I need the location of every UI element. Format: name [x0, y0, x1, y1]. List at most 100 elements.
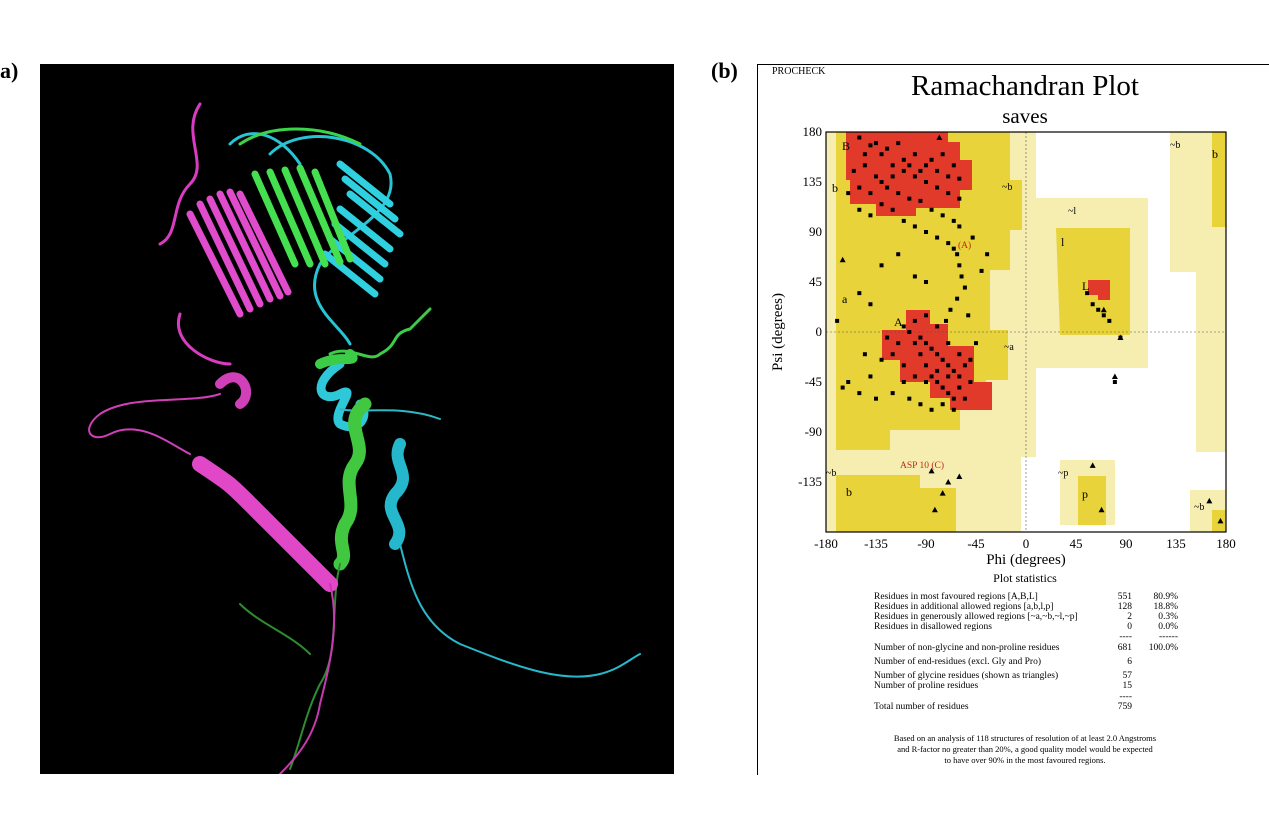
stats-row-pct: 80.9%: [1153, 592, 1178, 602]
residue-point: [985, 252, 990, 257]
residue-point: [946, 391, 951, 396]
residue-point: [940, 152, 945, 157]
residue-point: [901, 324, 906, 329]
stats-row-label: Residues in additional allowed regions […: [874, 602, 1054, 612]
residue-point: [935, 185, 940, 190]
residue-point: [879, 202, 884, 207]
residue-point: [868, 191, 873, 196]
residue-point: [912, 374, 917, 379]
residue-point: [924, 380, 928, 384]
residue-point: [940, 213, 945, 218]
residue-point: [1090, 302, 1095, 307]
residue-point: [879, 357, 884, 362]
x-tick-label: 90: [1120, 536, 1133, 551]
y-tick-label: -90: [805, 424, 822, 439]
region-label-tilde-b-left: ~b: [826, 468, 836, 479]
residue-point: [912, 152, 917, 157]
residue-point: [918, 168, 923, 173]
stats-row-count: ----: [1119, 692, 1132, 702]
region-label-l: l: [1061, 235, 1065, 249]
residue-point: [890, 174, 895, 179]
procheck-header: PROCHECK: [772, 66, 826, 77]
y-tick-label: 180: [803, 124, 823, 139]
residue-point: [951, 218, 956, 223]
residue-point: [857, 207, 862, 212]
residue-point: [924, 180, 928, 184]
stats-row-count: 6: [1127, 657, 1132, 667]
stats-row-label: Number of non-glycine and non-proline re…: [874, 643, 1060, 653]
glycine-point: [1098, 506, 1105, 513]
residue-point: [901, 380, 906, 384]
residue-point: [890, 352, 895, 357]
residue-point: [957, 196, 962, 201]
most-favoured-regions: [846, 132, 1110, 410]
footnote-line-1: Based on an analysis of 118 structures o…: [893, 733, 1157, 743]
stats-row-pct: 18.8%: [1153, 602, 1178, 612]
residue-point: [955, 296, 960, 301]
residue-point: [924, 341, 928, 346]
protein-structure-image: [40, 64, 674, 775]
residue-point: [912, 318, 917, 323]
panel-a-label: a): [0, 58, 19, 83]
residue-point: [890, 207, 895, 212]
stats-row-label: Residues in disallowed regions: [874, 622, 992, 632]
residue-point: [951, 407, 956, 412]
residue-point: [885, 335, 890, 340]
residue-point: [957, 263, 962, 268]
residue-point: [862, 352, 867, 357]
residue-point: [946, 174, 951, 179]
annotation-asp10: ASP 10 (C): [900, 460, 944, 471]
chart-title: Ramachandran Plot: [911, 70, 1139, 102]
region-label-tilde-p: ~p: [1058, 468, 1068, 479]
region-label-b-low: b: [846, 485, 852, 499]
residue-point: [912, 274, 917, 279]
plot-area: [825, 131, 1227, 533]
residue-point: [951, 163, 956, 168]
x-tick-label: -90: [917, 536, 934, 551]
residue-point: [1107, 318, 1112, 323]
glycine-point: [931, 506, 938, 513]
annotation-a: (A): [958, 240, 971, 251]
residue-point: [924, 280, 928, 284]
x-tick-label: -180: [814, 536, 838, 551]
stats-footnote: Based on an analysis of 118 structures o…: [880, 733, 1170, 766]
residue-point: [1096, 307, 1101, 312]
residue-point: [929, 207, 934, 212]
y-axis-ticks: 180 135 90 45 0 -45 -90 -135: [798, 124, 822, 489]
glycine-point: [956, 473, 963, 479]
y-tick-label: 90: [809, 224, 822, 239]
x-tick-label: 45: [1070, 536, 1083, 551]
residue-point: [896, 252, 901, 257]
y-tick-label: 135: [803, 174, 823, 189]
residue-point: [868, 302, 873, 307]
y-tick-label: 45: [809, 274, 822, 289]
stats-row-label: Residues in most favoured regions [A,B,L…: [874, 592, 1038, 602]
residue-point: [929, 346, 934, 351]
residue-point: [957, 385, 962, 390]
residue-point: [857, 391, 862, 396]
residue-point: [968, 357, 973, 362]
residue-point: [868, 374, 873, 379]
stats-row-count: 0: [1127, 622, 1132, 632]
y-axis-label: Psi (degrees): [770, 293, 786, 371]
chart-subtitle: saves: [1002, 104, 1048, 128]
region-label-tilde-l: ~l: [1068, 206, 1076, 217]
residue-point: [946, 341, 951, 346]
residue-point: [935, 168, 940, 173]
residue-point: [979, 268, 984, 273]
residue-point: [879, 180, 884, 184]
residue-point: [957, 176, 962, 181]
residue-point: [944, 318, 948, 323]
region-label-A: A: [894, 315, 903, 329]
residue-point: [907, 330, 912, 334]
residue-point: [962, 363, 967, 368]
residue-point: [935, 352, 940, 357]
stats-row-pct: 100.0%: [1148, 643, 1178, 653]
residue-point: [935, 368, 940, 373]
region-label-a: a: [842, 292, 848, 306]
stats-row-label: Number of end-residues (excl. Gly and Pr…: [874, 657, 1041, 667]
x-tick-label: -45: [967, 536, 984, 551]
plot-frame: [825, 131, 1227, 533]
glycine-point: [928, 467, 935, 474]
residue-point: [901, 168, 906, 173]
